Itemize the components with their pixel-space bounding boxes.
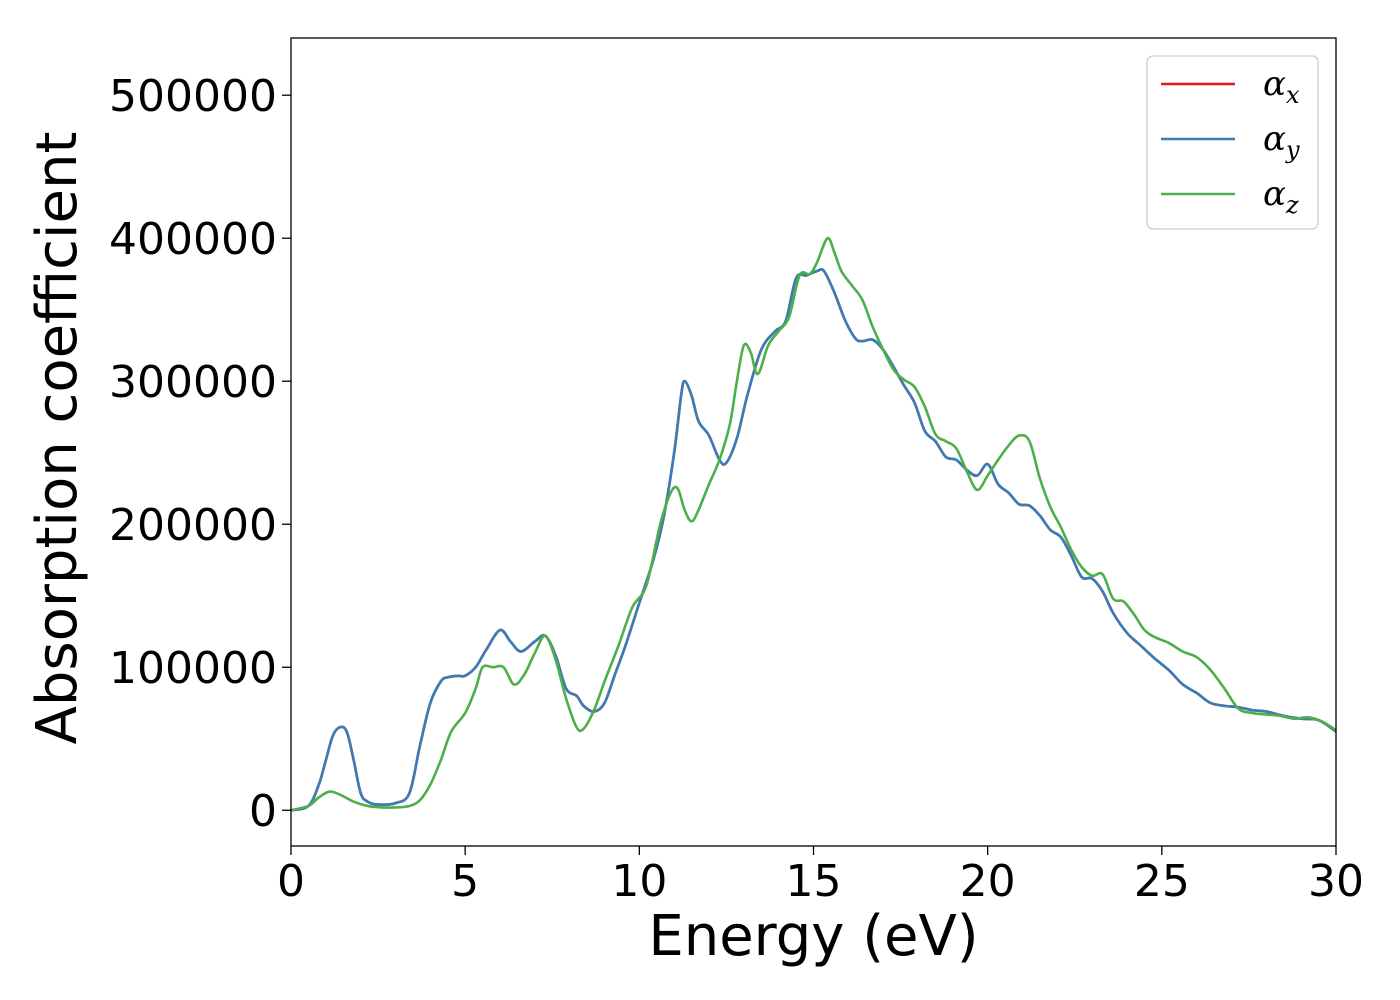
y-tick-label: 200000 <box>109 500 277 551</box>
x-axis-label: Energy (eV) <box>648 904 978 969</box>
series-line-y <box>291 268 1336 812</box>
legend-entry-x: αx <box>1263 64 1300 109</box>
legend-subscript: x <box>1286 81 1300 109</box>
legend-box <box>1146 55 1319 230</box>
x-axis-ticks: 0 5 10 15 20 25 30 <box>277 846 1364 907</box>
x-tick-label: 30 <box>1308 856 1364 907</box>
x-tick-label: 15 <box>786 856 842 907</box>
legend-subscript: y <box>1285 136 1300 164</box>
x-tick-label: 0 <box>277 856 305 907</box>
y-axis-ticks: 0 100000 200000 300000 400000 500000 <box>109 71 291 837</box>
x-tick-label: 10 <box>611 856 667 907</box>
y-tick-label: 100000 <box>109 643 277 694</box>
series-line-z <box>291 236 1336 812</box>
series-line-x <box>291 268 1336 812</box>
legend-symbol: α <box>1263 174 1286 214</box>
legend-symbol: α <box>1263 119 1286 159</box>
legend-entry-y: αy <box>1263 119 1300 164</box>
y-axis-label: Absorption coefficient <box>25 132 90 745</box>
y-tick-label: 500000 <box>109 71 277 122</box>
y-tick-label: 300000 <box>109 357 277 408</box>
x-tick-label: 20 <box>960 856 1016 907</box>
plot-lines <box>291 236 1336 812</box>
legend-subscript: z <box>1285 191 1299 219</box>
x-tick-label: 5 <box>451 856 479 907</box>
y-tick-label: 400000 <box>109 214 277 265</box>
x-tick-label: 25 <box>1134 856 1190 907</box>
y-tick-label: 0 <box>249 786 277 837</box>
legend-entry-z: αz <box>1263 174 1299 219</box>
legend-symbol: α <box>1263 64 1286 104</box>
